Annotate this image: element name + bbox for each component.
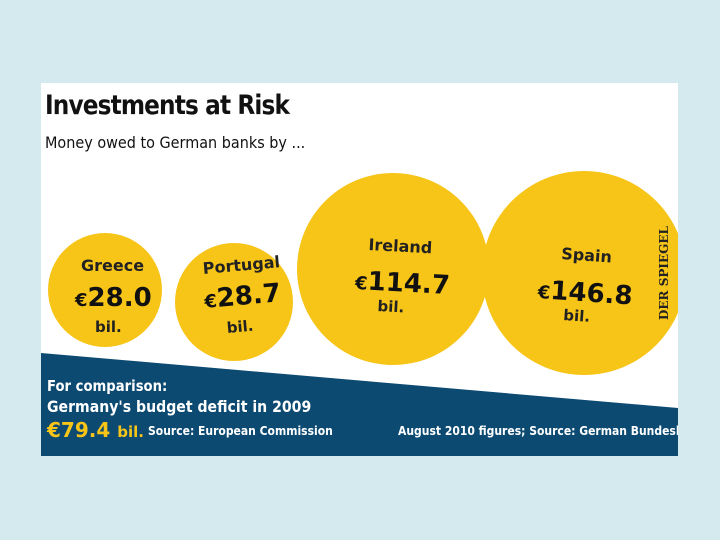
value-number: 28.0 [88,283,152,313]
comparison-value: €79.4 bil. [47,418,144,442]
bubble-unit-ireland: bil. [377,297,405,316]
infographic: Greece €28.0 bil. Portugal €28.7 bil. Ireland €… [41,83,678,456]
bubble-unit-spain: bil. [563,306,591,326]
bubble-label-greece: Greece [81,256,144,275]
bubble-spain [482,171,678,375]
value-number: 28.7 [215,278,282,313]
bubble-label-ireland: Ireland [368,235,433,257]
currency-symbol: € [355,273,369,295]
comparison-line2: Germany's budget deficit in 2009 [47,397,311,416]
value-number: 146.8 [549,276,633,312]
comparison-line1: For comparison: [47,377,167,395]
source-right: August 2010 figures; Source: German Bund… [398,424,678,438]
chart-subtitle: Money owed to German banks by ... [45,133,305,152]
bubble-value-greece: €28.0 [75,283,152,313]
bubble-unit-portugal: bil. [226,317,254,337]
source-left: Source: European Commission [148,424,333,438]
brand-logo: DER SPIEGEL [657,226,671,320]
bubble-unit-greece: bil. [95,318,122,336]
comparison-unit: bil. [117,423,144,441]
currency-symbol: € [75,290,88,311]
comparison-currency: € [47,418,61,442]
value-number: 114.7 [367,267,451,301]
bubble-label-spain: Spain [561,244,613,266]
chart-title: Investments at Risk [45,90,289,121]
comparison-number: 79.4 [61,418,110,442]
bubble-value-ireland: €114.7 [354,266,450,301]
